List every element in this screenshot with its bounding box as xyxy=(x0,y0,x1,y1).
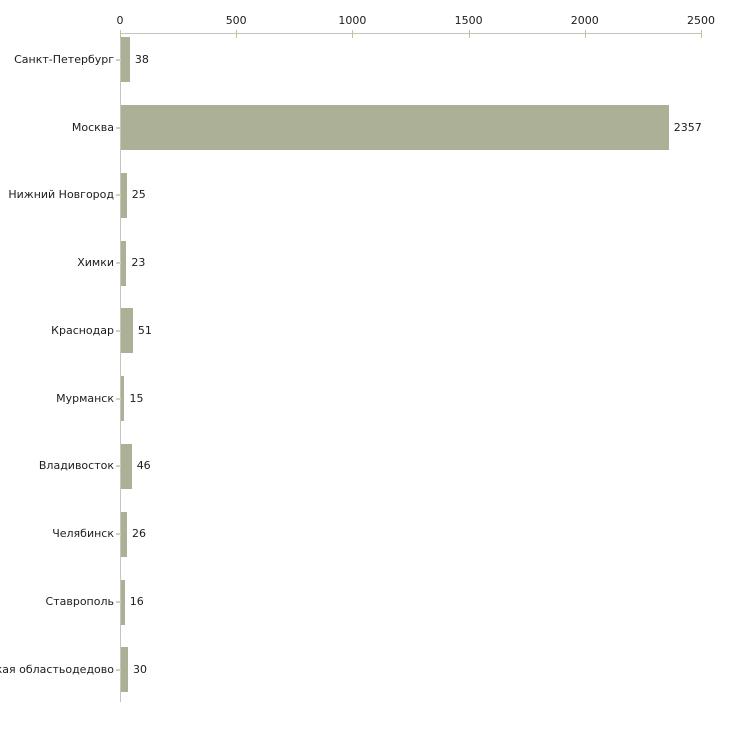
category-label: Ставрополь xyxy=(45,595,114,609)
bar-value-label: 46 xyxy=(136,459,151,473)
y-tick-mark xyxy=(116,262,121,265)
category-label: Нижний Новгород xyxy=(8,188,114,202)
y-tick-mark xyxy=(116,668,121,671)
bar xyxy=(121,172,127,218)
bar xyxy=(121,240,127,286)
y-axis-line xyxy=(120,33,121,702)
bar xyxy=(121,105,669,151)
x-tick-label: 2000 xyxy=(570,14,599,27)
x-tick-mark xyxy=(701,30,702,38)
x-tick-mark xyxy=(120,30,121,38)
x-tick-label: 1000 xyxy=(338,14,367,27)
y-tick-mark xyxy=(116,533,121,536)
bar-value-label: 25 xyxy=(131,188,146,202)
x-tick-label: 0 xyxy=(116,14,124,27)
x-axis-line xyxy=(120,33,702,34)
category-label: Краснодар xyxy=(51,323,114,337)
bar-value-label: 2357 xyxy=(673,120,702,134)
category-label: Мурманск xyxy=(56,391,114,405)
bar-value-label: 51 xyxy=(137,323,152,337)
bar-value-label: 38 xyxy=(134,52,149,66)
bar xyxy=(121,308,133,354)
category-label: Химки xyxy=(77,256,114,270)
bar xyxy=(121,37,130,83)
category-label: ская областьодедово xyxy=(0,662,114,676)
bar xyxy=(121,647,128,693)
category-label: Москва xyxy=(71,120,114,134)
bar-value-label: 15 xyxy=(129,391,144,405)
bar xyxy=(121,376,125,422)
y-tick-mark xyxy=(116,58,121,61)
bar xyxy=(121,579,125,625)
x-tick-label: 2500 xyxy=(687,14,715,27)
category-label: Владивосток xyxy=(38,459,114,473)
y-tick-mark xyxy=(116,601,121,604)
x-tick-mark xyxy=(468,30,470,38)
x-tick-label: 1500 xyxy=(454,14,483,27)
bar-value-label: 26 xyxy=(132,527,147,541)
y-tick-mark xyxy=(116,397,121,400)
x-tick-mark xyxy=(236,30,238,38)
category-label: Челябинск xyxy=(52,527,114,541)
x-tick-label: 500 xyxy=(225,14,247,27)
y-tick-mark xyxy=(116,329,121,332)
x-tick-mark xyxy=(352,30,354,38)
bar xyxy=(121,511,128,557)
bar-value-label: 30 xyxy=(132,662,147,676)
bar-value-label: 23 xyxy=(131,256,146,270)
y-tick-mark xyxy=(116,465,121,468)
y-tick-mark xyxy=(116,126,121,129)
x-tick-mark xyxy=(584,30,586,38)
bar xyxy=(121,443,132,489)
bar-value-label: 16 xyxy=(129,595,144,609)
category-label: Санкт-Петербург xyxy=(14,52,114,66)
y-tick-mark xyxy=(116,194,121,197)
